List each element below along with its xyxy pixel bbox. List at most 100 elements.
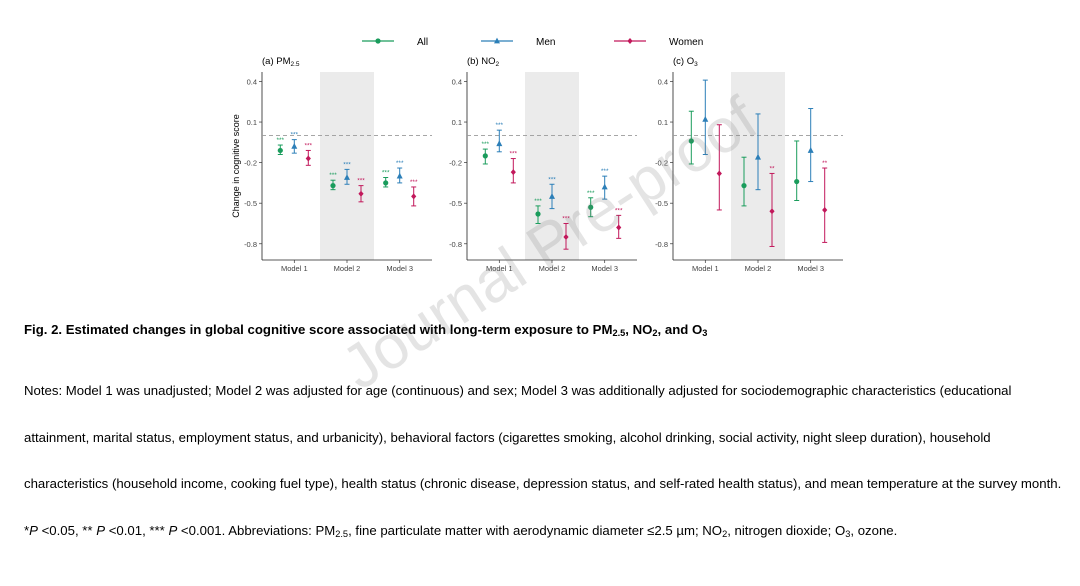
y-axis-title: Change in cognitive score [231, 114, 241, 218]
notes-p-1: P [29, 522, 38, 538]
y-tick-label-panel-1: 0.1 [247, 118, 257, 127]
x-tick-label-panel-3: Model 3 [797, 264, 824, 273]
point-estimate-all-panel-2 [535, 211, 541, 217]
panel-title-3: (c) O3 [673, 56, 698, 68]
point-estimate-men-panel-2 [496, 140, 503, 147]
significance-label-men-panel-1: *** [343, 161, 351, 168]
significance-label-women-panel-1: *** [410, 179, 418, 186]
significance-label-women-panel-3: ** [769, 165, 775, 172]
significance-label-women-panel-2: *** [615, 207, 623, 214]
y-tick-label-panel-2: -0.2 [449, 159, 462, 168]
notes-text-5: , fine particulate matter with aerodynam… [348, 522, 723, 538]
y-tick-label-panel-1: -0.2 [244, 159, 257, 168]
caption-sub-2: 2 [652, 328, 658, 338]
significance-label-women-panel-3: ** [822, 160, 828, 167]
notes-text-7: , ozone. [850, 522, 898, 538]
legend-marker-women [627, 38, 633, 44]
panel-title-2: (b) NO2 [467, 56, 500, 68]
x-tick-label-panel-2: Model 2 [539, 264, 566, 273]
figure-2-chart: All Men Women (a) PM2.5 0.4 0.1 -0.2 -0.5 -0.8 Mo… [231, 37, 843, 273]
x-tick-label-panel-1: Model 2 [334, 264, 361, 273]
significance-label-men-panel-2: *** [548, 176, 556, 183]
notes-text-2: <0.05, ** [37, 522, 97, 538]
point-estimate-women-panel-1 [358, 190, 364, 197]
point-estimate-all-panel-3 [688, 138, 694, 144]
notes-text-4: <0.001. Abbreviations: PM [177, 522, 336, 538]
y-tick-label-panel-1: -0.8 [244, 240, 257, 249]
point-estimate-all-panel-3 [741, 183, 747, 189]
x-tick-label-panel-1: Model 3 [386, 264, 413, 273]
significance-label-men-panel-2: *** [601, 168, 609, 175]
point-estimate-women-panel-3 [769, 208, 775, 215]
y-tick-label-panel-3: -0.8 [655, 240, 668, 249]
caption-text-1: Fig. 2. Estimated changes in global cogn… [24, 322, 613, 337]
significance-label-women-panel-2: *** [510, 151, 518, 158]
point-estimate-women-panel-2 [616, 224, 622, 231]
point-estimate-all-panel-1 [383, 180, 389, 186]
point-estimate-men-panel-1 [344, 174, 350, 180]
y-tick-label-panel-2: -0.8 [449, 240, 462, 249]
y-tick-label-panel-1: 0.4 [247, 77, 257, 86]
legend-marker-men [494, 37, 500, 44]
notes-sub-2: 2 [722, 528, 728, 539]
y-tick-label-panel-3: -0.2 [655, 159, 668, 168]
y-tick-label-panel-3: 0.4 [658, 77, 668, 86]
y-tick-label-panel-2: 0.1 [452, 118, 462, 127]
significance-label-men-panel-1: *** [291, 132, 299, 139]
y-tick-label-panel-3: -0.5 [655, 199, 668, 208]
y-tick-label-panel-1: -0.5 [244, 199, 257, 208]
notes-p-3: P [168, 522, 178, 538]
point-estimate-men-panel-2 [549, 193, 555, 199]
y-tick-label-panel-3: 0.1 [658, 118, 668, 127]
point-estimate-men-panel-3 [755, 153, 761, 160]
x-tick-label-panel-3: Model 2 [745, 264, 772, 273]
point-estimate-women-panel-3 [822, 206, 828, 213]
significance-label-women-panel-2: *** [562, 215, 570, 222]
significance-label-men-panel-2: *** [496, 122, 504, 129]
caption-sub-3: 3 [702, 328, 708, 338]
point-estimate-women-panel-2 [510, 169, 516, 176]
significance-label-all-panel-1: *** [382, 169, 390, 176]
caption-text-2: , NO [625, 322, 653, 337]
significance-label-men-panel-1: *** [396, 160, 404, 167]
legend-marker-all [375, 38, 381, 44]
legend-label-all: All [417, 37, 428, 48]
figure-caption: Fig. 2. Estimated changes in global cogn… [24, 322, 1064, 338]
y-tick-label-panel-2: -0.5 [449, 199, 462, 208]
legend-label-women: Women [669, 37, 703, 48]
shaded-band-panel-1 [320, 72, 374, 260]
significance-label-women-panel-1: *** [305, 142, 313, 149]
x-tick-label-panel-2: Model 3 [591, 264, 618, 273]
point-estimate-women-panel-1 [305, 155, 311, 162]
shaded-band-panel-2 [525, 72, 579, 260]
notes-text-1: Notes: Model 1 was unadjusted; Model 2 w… [24, 383, 1062, 538]
caption-sub-1: 2.5 [612, 328, 626, 338]
notes-text-6: , nitrogen dioxide; O [727, 522, 846, 538]
y-tick-label-panel-2: 0.4 [452, 77, 462, 86]
point-estimate-women-panel-1 [411, 193, 417, 200]
x-tick-label-panel-2: Model 1 [486, 264, 513, 273]
significance-label-all-panel-1: *** [277, 137, 285, 144]
significance-label-all-panel-2: *** [534, 198, 542, 205]
point-estimate-all-panel-2 [588, 204, 594, 210]
significance-label-all-panel-1: *** [329, 172, 337, 179]
point-estimate-men-panel-1 [291, 142, 298, 149]
x-tick-label-panel-3: Model 1 [692, 264, 719, 273]
point-estimate-men-panel-2 [601, 183, 608, 190]
x-tick-label-panel-1: Model 1 [281, 264, 308, 273]
notes-p-2: P [96, 522, 106, 538]
figure-notes: Notes: Model 1 was unadjusted; Model 2 w… [24, 368, 1068, 554]
notes-sub-1: 2.5 [335, 528, 349, 539]
point-estimate-men-panel-3 [702, 115, 709, 122]
point-estimate-all-panel-1 [277, 147, 283, 154]
notes-text-3: <0.01, *** [105, 522, 169, 538]
point-estimate-men-panel-3 [807, 147, 814, 153]
panel-title-1: (a) PM2.5 [262, 56, 300, 68]
point-estimate-women-panel-2 [563, 234, 569, 241]
point-estimate-all-panel-2 [482, 153, 488, 159]
legend-label-men: Men [536, 37, 555, 48]
significance-label-all-panel-2: *** [482, 141, 490, 148]
notes-sub-3: 3 [845, 528, 851, 539]
point-estimate-women-panel-3 [716, 170, 722, 177]
point-estimate-men-panel-1 [396, 172, 403, 179]
